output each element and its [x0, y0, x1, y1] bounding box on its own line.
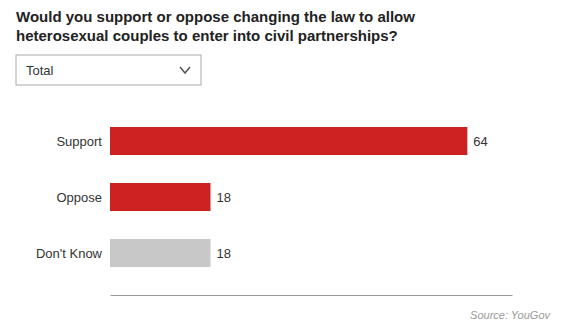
dropdown-box — [16, 55, 201, 85]
data-label: 18 — [217, 190, 231, 205]
dropdown: Total — [16, 55, 201, 85]
chart: Would you support or oppose changing the… — [0, 0, 562, 329]
title: Would you support or oppose changing the… — [16, 8, 419, 44]
category-label: Support — [56, 134, 102, 149]
data-label: 18 — [217, 246, 231, 261]
bar — [110, 239, 211, 267]
bars — [110, 127, 467, 267]
bar — [110, 183, 211, 211]
x-axis — [111, 295, 513, 296]
x-axis-line — [111, 295, 513, 296]
category-label: Oppose — [56, 190, 102, 205]
category-labels: Support Oppose Don't Know — [36, 134, 103, 261]
data-label: 64 — [473, 134, 487, 149]
category-label: Don't Know — [36, 246, 103, 261]
bar — [110, 127, 467, 155]
dropdown-label: Total — [26, 63, 54, 78]
source: Source: YouGov — [470, 309, 551, 321]
data-labels: 64 18 18 — [217, 134, 488, 261]
dropdown-arrow — [180, 67, 190, 73]
